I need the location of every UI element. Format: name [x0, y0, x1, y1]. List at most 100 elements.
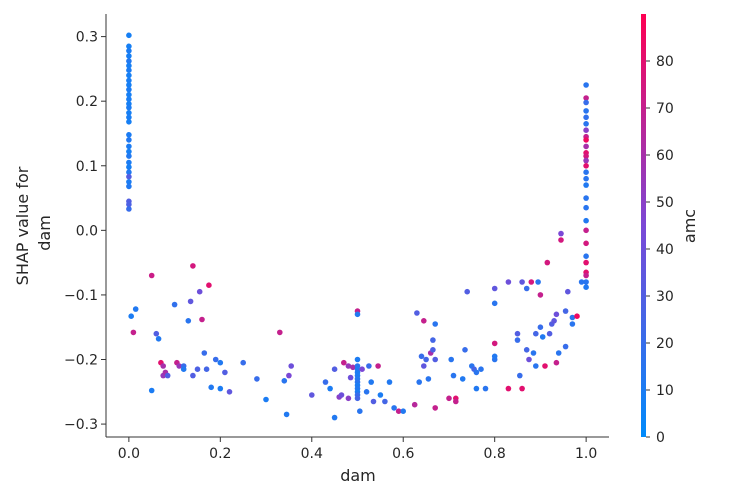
scatter-point [126, 58, 132, 64]
scatter-point [370, 398, 377, 405]
scatter-point [546, 330, 553, 337]
scatter-point [126, 43, 132, 50]
scatter-point [171, 301, 178, 308]
scatter-point [126, 159, 132, 166]
scatter-point [148, 387, 155, 394]
scatter-point [583, 143, 589, 150]
scatter-point [473, 369, 480, 376]
scatter-point [539, 334, 546, 340]
scatter-point [277, 329, 283, 336]
scatter-point [368, 379, 375, 385]
scatter-point [583, 163, 589, 169]
scatter-point [331, 366, 338, 373]
scatter-point [126, 153, 132, 159]
colorbar-tick-label: 30 [656, 289, 674, 305]
x-tick-label: 1.0 [575, 446, 597, 462]
scatter-point [126, 96, 132, 102]
y-axis-ticks: −0.3 −0.2 −0.1 0.0 0.1 0.2 0.3 [64, 30, 106, 433]
scatter-point [523, 285, 530, 292]
scatter-point [126, 32, 132, 39]
scatter-point [432, 356, 439, 363]
scatter-point [562, 343, 569, 350]
scatter-point [126, 86, 132, 93]
scatter-point [578, 279, 585, 285]
scatter-point [126, 72, 132, 79]
scatter-point [176, 363, 182, 369]
scatter-point [357, 408, 363, 415]
scatter-point [523, 347, 530, 353]
scatter-point [432, 321, 439, 327]
scatter-point [126, 110, 132, 116]
scatter-point [430, 347, 436, 353]
colorbar-tick-label: 20 [656, 336, 674, 352]
scatter-point [132, 306, 139, 312]
scatter-point [199, 316, 205, 323]
scatter-point [583, 169, 589, 175]
scatter-point [583, 157, 589, 164]
scatter-point [574, 313, 580, 320]
scatter-point [354, 356, 361, 363]
scatter-point [425, 376, 432, 382]
scatter-point [126, 148, 132, 155]
scatter-point [203, 366, 210, 373]
scatter-point [126, 114, 132, 121]
scatter-point [377, 392, 384, 398]
scatter-point [309, 392, 315, 398]
scatter-point [482, 385, 489, 392]
scatter-point [359, 366, 365, 373]
scatter-point [217, 385, 224, 392]
colorbar-tick-label: 10 [656, 383, 674, 399]
scatter-point [505, 385, 512, 392]
scatter-point [446, 395, 452, 402]
scatter-point [281, 378, 288, 384]
scatter-point [126, 67, 132, 73]
colorbar-tick-label: 50 [656, 195, 674, 211]
scatter-point [448, 356, 455, 363]
scatter-point [491, 340, 498, 347]
y-tick-label: 0.1 [76, 159, 98, 175]
scatter-point [583, 284, 589, 291]
scatter-point [126, 201, 132, 208]
scatter-point [583, 253, 589, 259]
scatter-point [583, 204, 589, 211]
scatter-point [126, 169, 132, 175]
scatter-point [126, 179, 132, 185]
scatter-point [414, 310, 420, 316]
scatter-point [418, 353, 425, 360]
scatter-point [126, 77, 132, 84]
x-axis-label: dam [340, 466, 376, 485]
scatter-point [126, 91, 132, 98]
scatter-point [423, 356, 429, 363]
scatter-point [530, 350, 537, 356]
scatter-point [160, 363, 166, 369]
scatter-point [514, 330, 521, 337]
scatter-point [208, 384, 214, 391]
scatter-point [338, 392, 345, 398]
colorbar-tick-label: 70 [656, 101, 674, 117]
x-tick-label: 0.4 [301, 446, 323, 462]
scatter-point [148, 272, 155, 279]
scatter-point [583, 95, 589, 101]
scatter-point [375, 363, 381, 369]
scatter-point [583, 82, 589, 88]
x-tick-label: 0.6 [392, 446, 414, 462]
scatter-point [583, 272, 589, 279]
scatter-point [533, 330, 539, 337]
scatter-point [286, 372, 292, 379]
scatter-point [569, 321, 576, 327]
scatter-point [416, 379, 423, 385]
scatter-point [395, 408, 402, 415]
scatter-point [400, 408, 407, 415]
scatter-point [164, 372, 171, 379]
scatter-point [126, 143, 132, 150]
scatter-point [491, 353, 498, 360]
scatter-point [366, 363, 372, 369]
scatter-point [544, 259, 551, 266]
scatter-point [187, 298, 194, 305]
scatter-point [126, 53, 132, 59]
y-axis-label-line-2: dam [35, 215, 54, 251]
scatter-point [430, 337, 436, 343]
scatter-point [254, 376, 260, 382]
scatter-point [537, 292, 544, 298]
